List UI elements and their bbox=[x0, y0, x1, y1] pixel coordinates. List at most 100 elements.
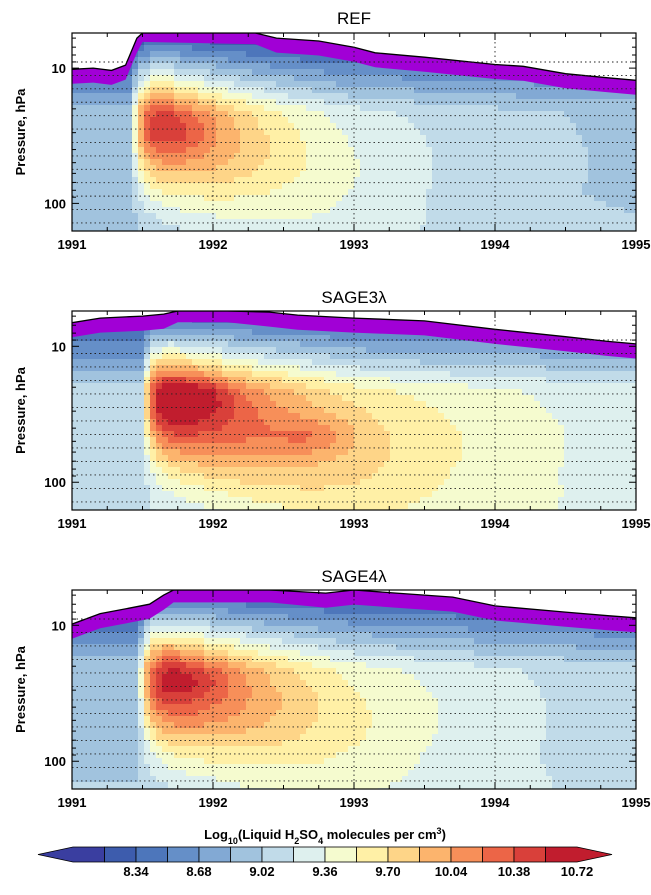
heatmap-cell bbox=[108, 201, 115, 208]
heatmap-cell bbox=[108, 497, 115, 504]
heatmap-cell bbox=[408, 207, 415, 214]
heatmap-cell bbox=[78, 87, 85, 94]
heatmap-cell bbox=[78, 341, 85, 348]
heatmap-cell bbox=[288, 135, 295, 142]
heatmap-cell bbox=[480, 135, 487, 142]
heatmap-cell bbox=[276, 141, 283, 148]
heatmap-cell bbox=[372, 491, 379, 498]
heatmap-cell bbox=[78, 207, 85, 214]
heatmap-cell bbox=[312, 395, 319, 402]
heatmap-cell bbox=[480, 129, 487, 136]
heatmap-cell bbox=[318, 407, 325, 414]
heatmap-cell bbox=[282, 159, 289, 166]
heatmap-cell bbox=[426, 87, 433, 94]
heatmap-cell bbox=[90, 183, 97, 190]
heatmap-cell bbox=[354, 437, 361, 444]
heatmap-cell bbox=[486, 213, 493, 220]
heatmap-cell bbox=[276, 51, 283, 58]
heatmap-cell bbox=[186, 389, 193, 396]
heatmap-cell bbox=[234, 93, 241, 100]
heatmap-cell bbox=[246, 189, 253, 196]
heatmap-cell bbox=[180, 425, 187, 432]
heatmap-cell bbox=[174, 383, 181, 390]
heatmap-cell bbox=[282, 123, 289, 130]
heatmap-cell bbox=[324, 461, 331, 468]
heatmap-cell bbox=[72, 371, 79, 378]
heatmap-cell bbox=[258, 335, 265, 342]
heatmap-cell bbox=[138, 395, 145, 402]
heatmap-cell bbox=[450, 87, 457, 94]
heatmap-cell bbox=[276, 123, 283, 130]
heatmap-cell bbox=[312, 359, 319, 366]
heatmap-cell bbox=[318, 401, 325, 408]
heatmap-cell bbox=[108, 503, 115, 510]
heatmap-cell bbox=[354, 129, 361, 136]
heatmap-cell bbox=[270, 365, 277, 372]
heatmap-cell bbox=[444, 111, 451, 118]
heatmap-cell bbox=[96, 437, 103, 444]
heatmap-cell bbox=[192, 93, 199, 100]
heatmap-cell bbox=[276, 135, 283, 142]
heatmap-cell bbox=[204, 189, 211, 196]
heatmap-cell bbox=[414, 75, 421, 82]
heatmap-cell bbox=[234, 135, 241, 142]
heatmap-cell bbox=[324, 413, 331, 420]
heatmap-cell bbox=[126, 123, 133, 130]
heatmap-cell bbox=[384, 467, 391, 474]
heatmap-cell bbox=[324, 425, 331, 432]
heatmap-cell bbox=[258, 419, 265, 426]
heatmap-cell bbox=[564, 129, 571, 136]
heatmap-cell bbox=[288, 473, 295, 480]
heatmap-cell bbox=[264, 485, 271, 492]
heatmap-cell bbox=[72, 407, 79, 414]
heatmap-cell bbox=[216, 473, 223, 480]
heatmap-cell bbox=[474, 129, 481, 136]
heatmap-cell bbox=[300, 347, 307, 354]
heatmap-cell bbox=[294, 207, 301, 214]
heatmap-cell bbox=[366, 201, 373, 208]
heatmap-cell bbox=[264, 425, 271, 432]
heatmap-cell bbox=[204, 111, 211, 118]
heatmap-cell bbox=[300, 353, 307, 360]
heatmap-cell bbox=[468, 195, 475, 202]
heatmap-cell bbox=[144, 353, 151, 360]
heatmap-cell bbox=[168, 347, 175, 354]
heatmap-cell bbox=[240, 449, 247, 456]
heatmap-cell bbox=[426, 183, 433, 190]
heatmap-cell bbox=[420, 213, 427, 220]
heatmap-cell bbox=[198, 389, 205, 396]
heatmap-cell bbox=[174, 135, 181, 142]
heatmap-cell bbox=[150, 437, 157, 444]
heatmap-cell bbox=[528, 195, 535, 202]
heatmap-cell bbox=[300, 497, 307, 504]
heatmap-cell bbox=[366, 117, 373, 124]
heatmap-cell bbox=[108, 383, 115, 390]
heatmap-cell bbox=[324, 503, 331, 510]
heatmap-cell bbox=[180, 105, 187, 112]
heatmap-cell bbox=[504, 189, 511, 196]
heatmap-cell bbox=[270, 491, 277, 498]
heatmap-cell bbox=[234, 365, 241, 372]
heatmap-cell bbox=[216, 395, 223, 402]
heatmap-cell bbox=[306, 207, 313, 214]
heatmap-cell bbox=[402, 135, 409, 142]
heatmap-cell bbox=[252, 473, 259, 480]
heatmap-cell bbox=[342, 413, 349, 420]
heatmap-cell bbox=[594, 195, 601, 202]
heatmap-cell bbox=[126, 189, 133, 196]
heatmap-cell bbox=[282, 57, 289, 64]
heatmap-cell bbox=[282, 81, 289, 88]
heatmap-cell bbox=[342, 383, 349, 390]
heatmap-cell bbox=[600, 171, 607, 178]
grid bbox=[72, 33, 636, 231]
heatmap-cell bbox=[90, 195, 97, 202]
heatmap-cell bbox=[300, 81, 307, 88]
heatmap-cell bbox=[384, 401, 391, 408]
heatmap-cell bbox=[294, 479, 301, 486]
heatmap-cell bbox=[294, 219, 301, 226]
heatmap-cell bbox=[612, 159, 619, 166]
heatmap-cell bbox=[156, 189, 163, 196]
heatmap-cell bbox=[282, 503, 289, 510]
heatmap-cell bbox=[378, 201, 385, 208]
